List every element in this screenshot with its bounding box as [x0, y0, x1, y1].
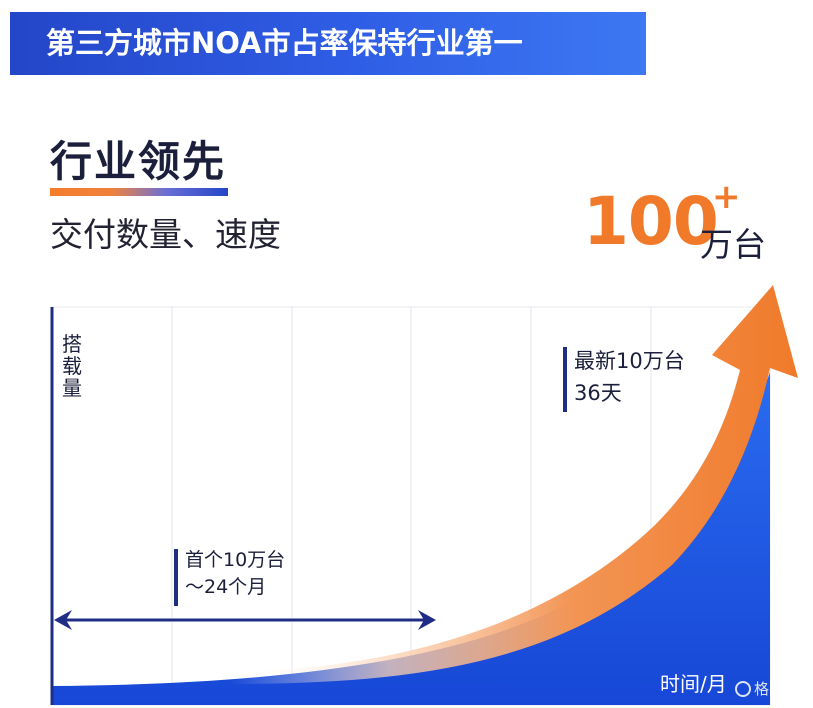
x-axis-label: 时间/月 [660, 672, 727, 696]
highlight-plus: + [712, 177, 741, 217]
duration-arrowhead-right [418, 610, 436, 630]
heading-underline [50, 188, 228, 196]
banner-title: 第三方城市NOA市占率保持行业第一 [10, 12, 646, 75]
annotation-text: 首个10万台 ～24个月 [185, 547, 285, 601]
annotation-text: 最新10万台 36天 [574, 345, 685, 409]
first-milestone-line1: 首个10万台 [185, 549, 286, 571]
highlight-number: 100 [583, 183, 719, 260]
cumulative-area [52, 372, 770, 705]
annotation-bar [174, 549, 178, 606]
latest-milestone-line1: 最新10万台 [574, 349, 685, 373]
first-milestone-line2: ～24个月 [185, 576, 267, 598]
growth-arrow [230, 285, 798, 684]
latest-milestone-line2: 36天 [574, 381, 622, 405]
watermark-text: 格隆汇 [754, 680, 800, 698]
watermark-logo-icon [735, 681, 751, 697]
section-subheading: 交付数量、速度 [50, 215, 281, 254]
section-heading: 行业领先 [50, 137, 227, 186]
duration-arrowhead-left [54, 610, 72, 630]
duration-arrow [54, 610, 436, 630]
y-axis-label: 搭载量 [62, 332, 82, 400]
annotation-bar [563, 347, 567, 412]
highlight-unit: 万台 [700, 225, 766, 264]
watermark: 格隆汇 [735, 678, 799, 699]
